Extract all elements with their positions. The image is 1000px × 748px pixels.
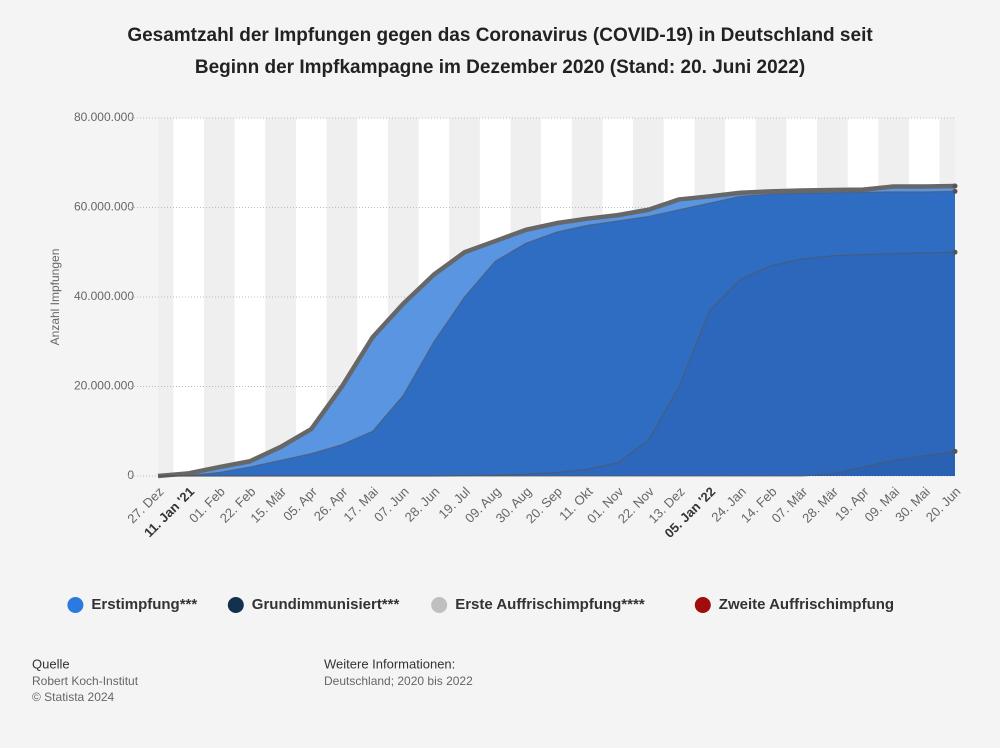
area	[158, 451, 955, 476]
source: Robert Koch-Institut	[32, 674, 139, 688]
end-point	[952, 183, 958, 189]
legend-item[interactable]: Grundimmunisiert***	[227, 596, 400, 613]
y-tick-label: 0	[127, 468, 134, 482]
x-tick-label: 20. Jun	[923, 484, 964, 525]
info: Deutschland; 2020 bis 2022	[324, 674, 473, 688]
legend-marker	[67, 597, 84, 613]
line	[157, 190, 956, 477]
end-point	[952, 188, 958, 194]
legend-item[interactable]: Zweite Auffrischimpfung	[694, 596, 894, 613]
legend-label: Grundimmunisiert***	[252, 596, 400, 613]
line	[158, 450, 956, 477]
background-stripe	[158, 118, 174, 476]
y-tick-label: 80.000.000	[74, 110, 134, 124]
legend-item[interactable]: Erstimpfung***	[67, 596, 197, 613]
legend-item[interactable]: Erste Auffrischimpfung****	[431, 596, 645, 613]
chart-title: Gesamtzahl der Impfungen gegen das Coron…	[127, 25, 873, 46]
copyright: © Statista 2024	[32, 690, 115, 704]
legend-marker	[431, 597, 448, 613]
y-tick-label: 40.000.000	[74, 289, 134, 303]
info-title: Weitere Informationen:	[324, 656, 455, 671]
end-point	[952, 448, 958, 454]
legend-label: Zweite Auffrischimpfung	[719, 596, 894, 613]
legend-marker	[694, 597, 711, 613]
area	[158, 252, 955, 476]
x-tick-label: 28. Jun	[402, 484, 443, 525]
legend-label: Erste Auffrischimpfung****	[455, 596, 645, 613]
y-axis-label: Anzahl Impfungen	[48, 249, 62, 346]
source-title: Quelle	[32, 656, 70, 671]
y-tick-label: 20.000.000	[74, 379, 134, 393]
end-point	[952, 249, 958, 255]
legend-marker	[227, 597, 244, 613]
chart-subtitle: Beginn der Impfkampagne im Dezember 2020…	[195, 57, 805, 78]
line	[157, 183, 956, 479]
legend-label: Erstimpfung***	[91, 596, 197, 613]
y-tick-label: 60.000.000	[74, 200, 134, 214]
